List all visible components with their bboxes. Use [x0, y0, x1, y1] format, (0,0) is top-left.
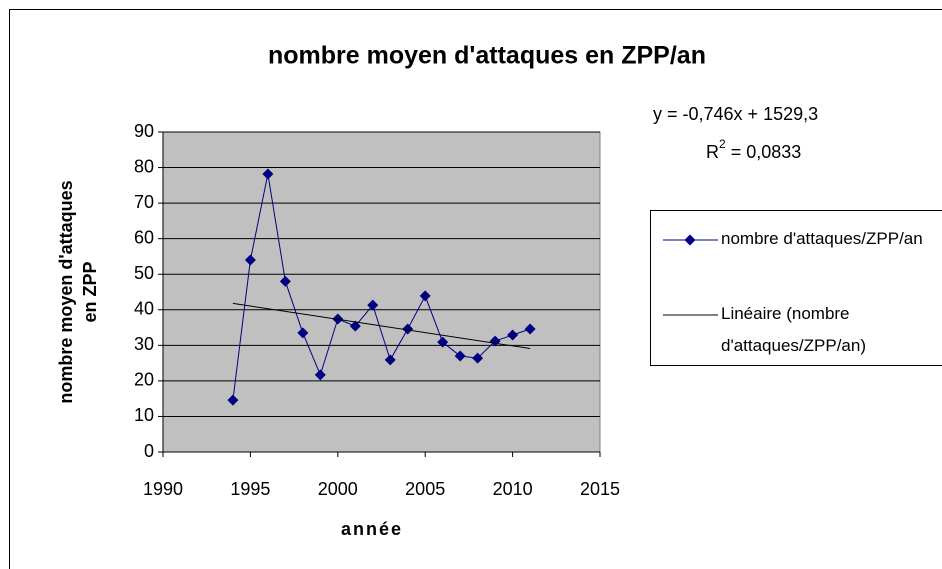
- r-squared-r: R: [706, 142, 719, 162]
- point: [472, 352, 484, 364]
- point: [227, 394, 239, 406]
- legend-label: Linéaire (nombre d'attaques/ZPP/an): [721, 304, 866, 355]
- point: [349, 320, 361, 332]
- y-tick-label: 50: [134, 263, 154, 283]
- point: [384, 354, 396, 366]
- y-tick-label: 90: [134, 121, 154, 141]
- point: [244, 254, 256, 266]
- point: [454, 350, 466, 362]
- r-squared-exp: 2: [719, 137, 726, 151]
- x-tick-label: 2005: [405, 479, 445, 499]
- y-tick-label: 30: [134, 334, 154, 354]
- legend: [650, 210, 942, 366]
- y-tick-label: 80: [134, 156, 154, 176]
- y-label-line: en ZPP: [80, 261, 100, 322]
- point: [314, 369, 326, 381]
- y-tick-label: 20: [134, 370, 154, 390]
- point: [402, 323, 414, 335]
- series-line: [232, 173, 531, 401]
- series-line: [232, 302, 531, 350]
- point: [279, 275, 291, 287]
- r-squared-value: = 0,0833: [726, 142, 802, 162]
- trend-equation: y = -0,746x + 1529,3: [653, 104, 818, 124]
- point: [437, 336, 449, 348]
- x-tick-label: 2015: [580, 479, 620, 499]
- x-axis-label: année: [341, 519, 403, 539]
- y-tick-label: 60: [134, 227, 154, 247]
- y-tick-label: 0: [144, 441, 154, 461]
- chart-title: nombre moyen d'attaques en ZPP/an: [268, 42, 706, 70]
- point: [367, 299, 379, 311]
- x-tick-label: 2000: [318, 479, 358, 499]
- y-label-line: nombre moyen d'attaques: [56, 180, 76, 403]
- legend-marker: [684, 234, 696, 246]
- x-tick-label: 2010: [493, 479, 533, 499]
- y-axis-label: nombre moyen d'attaques en ZPP: [56, 180, 100, 403]
- legend-label-box: nombre d'attaques/ZPP/an: [721, 229, 923, 248]
- point: [524, 323, 536, 335]
- point: [507, 329, 519, 341]
- y-tick-label: 40: [134, 299, 154, 319]
- point: [297, 327, 309, 339]
- point: [262, 168, 274, 180]
- x-tick-label: 1990: [143, 479, 183, 499]
- legend-label-box: Linéaire (nombre d'attaques/ZPP/an): [721, 304, 866, 355]
- point: [419, 290, 431, 302]
- plot-background: [162, 131, 601, 453]
- x-tick-label: 1995: [230, 479, 270, 499]
- y-tick-label: 70: [134, 192, 154, 212]
- r-squared: R2 = 0,0833: [706, 137, 801, 162]
- y-tick-label: 10: [134, 405, 154, 425]
- legend-label: nombre d'attaques/ZPP/an: [721, 229, 923, 248]
